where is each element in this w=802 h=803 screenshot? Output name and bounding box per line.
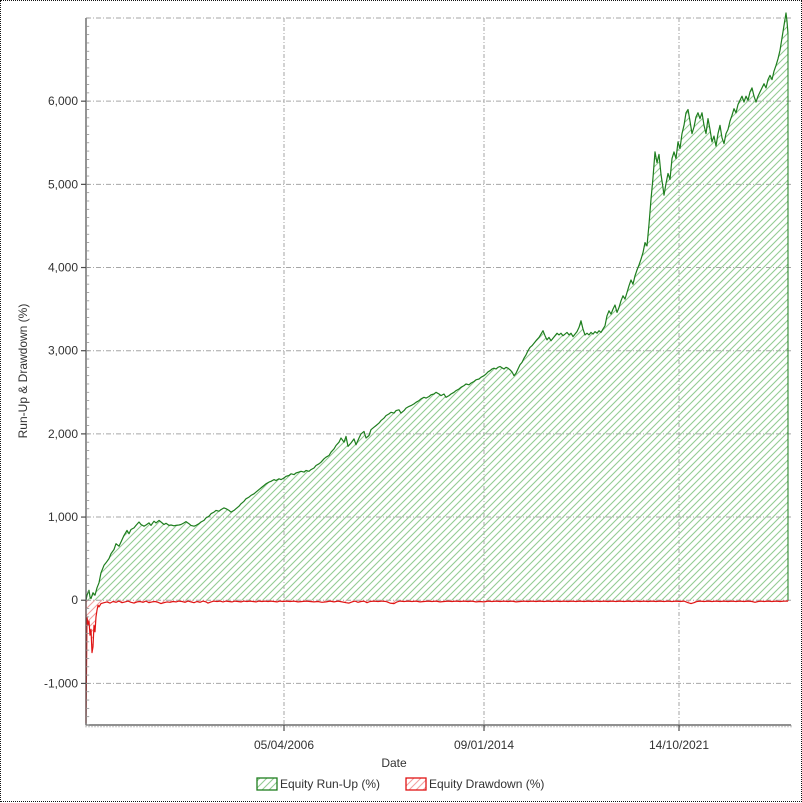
x-tick-label: 09/01/2014 — [454, 738, 514, 752]
y-axis-title: Run-Up & Drawdown (%) — [16, 304, 30, 439]
axes-layer — [81, 17, 792, 731]
legend-label-drawdown: Equity Drawdown (%) — [429, 777, 544, 791]
y-tick-label: 3,000 — [48, 344, 78, 358]
legend-swatch-drawdown — [405, 777, 427, 791]
legend-label-runup: Equity Run-Up (%) — [280, 777, 380, 791]
equity-runup-line — [85, 12, 789, 601]
equity-runup-area — [86, 13, 788, 601]
x-axis-title: Date — [381, 756, 407, 770]
chart-legend: Equity Run-Up (%) Equity Drawdown (%) — [256, 777, 544, 791]
x-tick-label: 14/10/2021 — [649, 738, 709, 752]
y-tick-label: 5,000 — [48, 177, 78, 191]
legend-swatch-runup — [256, 777, 278, 791]
tick-labels-layer: -1,000 0 1,000 2,000 3,000 4,000 5,000 6,000 05/… — [44, 94, 709, 752]
series-layer — [85, 12, 789, 724]
equity-drawdown-area — [86, 600, 788, 724]
y-tick-label: -1,000 — [44, 676, 78, 690]
y-tick-label: 6,000 — [48, 94, 78, 108]
y-tick-label: 2,000 — [48, 427, 78, 441]
x-tick-label: 05/04/2006 — [254, 738, 314, 752]
y-tick-label: 1,000 — [48, 510, 78, 524]
y-tick-label: 4,000 — [48, 261, 78, 275]
equity-drawdown-line — [85, 600, 788, 724]
y-tick-label: 0 — [71, 593, 78, 607]
